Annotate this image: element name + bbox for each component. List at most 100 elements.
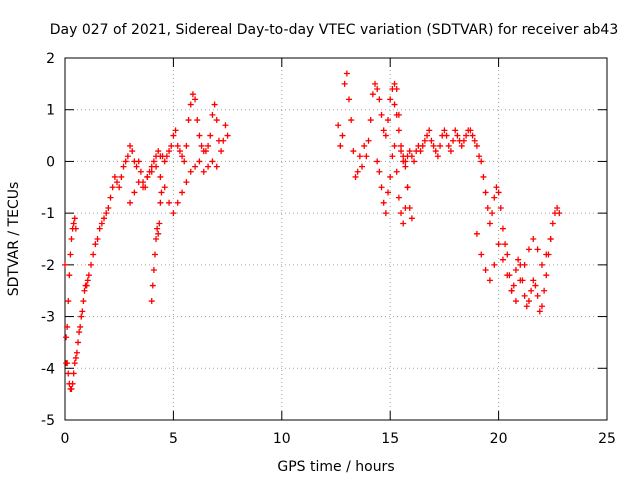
data-point [73, 349, 80, 356]
data-point [363, 153, 370, 160]
data-point [354, 168, 361, 175]
data-point [385, 189, 392, 196]
data-point [114, 179, 121, 186]
data-point [486, 277, 493, 284]
data-point [408, 153, 415, 160]
data-point [192, 163, 199, 170]
data-point [419, 142, 426, 149]
data-point [150, 267, 157, 274]
data-point [109, 184, 116, 191]
data-point [398, 148, 405, 155]
y-tick-label: -2 [41, 258, 55, 274]
data-point [94, 236, 101, 242]
data-point [359, 163, 366, 170]
plot-frame [64, 57, 608, 421]
data-point [528, 287, 535, 294]
data-point [70, 220, 77, 227]
data-point [482, 267, 489, 274]
data-point [380, 199, 387, 206]
data-point [493, 184, 500, 191]
data-point [88, 261, 95, 268]
data-point [346, 96, 353, 103]
data-point [491, 261, 498, 268]
data-point [76, 329, 83, 336]
data-point [467, 127, 474, 134]
data-point [122, 158, 129, 165]
data-point [161, 184, 168, 191]
data-point [135, 158, 142, 165]
data-point [525, 298, 532, 305]
data-point [445, 142, 452, 149]
data-point [411, 158, 418, 165]
data-point [133, 163, 140, 170]
data-point [517, 277, 524, 284]
data-point [515, 256, 522, 263]
data-point [209, 158, 216, 165]
data-point [80, 298, 87, 305]
data-point [406, 148, 413, 155]
data-point [157, 173, 164, 180]
data-point [454, 132, 461, 139]
data-point [129, 148, 136, 155]
data-point [339, 132, 346, 139]
data-point [161, 158, 168, 165]
data-point [504, 251, 511, 258]
data-point [502, 241, 509, 248]
data-point [116, 184, 123, 191]
data-point [538, 303, 545, 310]
data-point [382, 210, 389, 217]
data-point [127, 142, 134, 149]
data-point [504, 272, 511, 279]
data-point [441, 127, 448, 134]
x-tick-label: 25 [598, 431, 616, 447]
data-point [144, 173, 151, 180]
data-point [85, 272, 92, 279]
data-point [521, 292, 528, 299]
data-point [127, 199, 134, 206]
data-point [428, 137, 435, 144]
data-point [63, 334, 70, 341]
data-point [151, 251, 158, 258]
data-point [387, 173, 394, 180]
data-point [155, 148, 162, 155]
data-point [72, 354, 79, 361]
data-point [385, 117, 392, 124]
data-point [398, 142, 405, 149]
data-point [68, 236, 75, 242]
data-point [118, 173, 125, 180]
data-point [92, 241, 99, 248]
grid-lines [65, 58, 607, 420]
data-point [532, 282, 539, 289]
data-point [205, 163, 212, 170]
chart-title: Day 027 of 2021, Sidereal Day-to-day VTE… [50, 22, 619, 38]
data-point [374, 158, 381, 165]
data-point [372, 80, 379, 87]
data-point [224, 132, 231, 139]
data-point [198, 142, 205, 149]
data-point [447, 148, 454, 155]
data-point [341, 80, 348, 87]
data-point [75, 339, 82, 346]
y-tick-label: -3 [41, 310, 55, 326]
data-point [154, 225, 161, 232]
data-point [90, 251, 97, 258]
data-point [111, 173, 118, 180]
y-tick-label: 1 [46, 103, 55, 119]
data-point [408, 215, 415, 222]
x-tick-label: 10 [273, 431, 291, 447]
data-point [189, 91, 196, 98]
y-axis-label: SDTVAR / TECUs [6, 182, 22, 297]
data-point [538, 261, 545, 268]
data-point [200, 168, 207, 175]
data-point [402, 163, 409, 170]
data-point [450, 137, 457, 144]
data-point [378, 184, 385, 191]
y-tick-label: -1 [41, 206, 55, 222]
data-point [176, 148, 183, 155]
data-point [101, 215, 108, 222]
data-point [149, 282, 156, 289]
data-point [170, 132, 177, 139]
data-point [124, 153, 131, 160]
data-point [473, 230, 480, 237]
data-point [131, 189, 138, 196]
